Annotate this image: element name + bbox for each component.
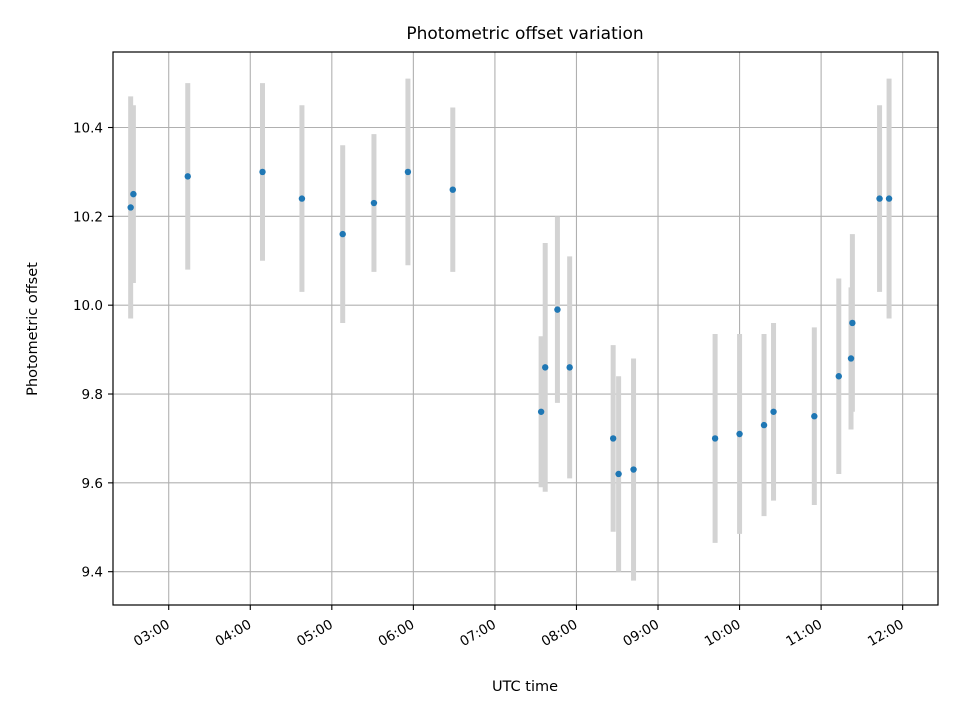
y-axis-label: Photometric offset [25,262,41,396]
data-point [566,364,573,371]
y-tick-label: 9.6 [82,476,103,492]
data-point [885,195,893,202]
data-point [370,199,378,207]
data-point [184,173,191,180]
data-point [736,430,743,438]
data-point [760,421,768,429]
data-point [811,413,818,420]
grid [113,52,938,605]
data-point [537,408,545,415]
y-tick-label: 10.4 [73,121,103,137]
data-point [849,319,856,327]
data-point [298,195,306,202]
data-point [339,230,346,238]
data-point [847,355,855,362]
data-point [259,168,266,176]
data-point [770,408,777,415]
y-tick-label: 9.4 [82,565,103,581]
y-tick-label: 10.0 [73,298,103,314]
data-point [127,204,134,211]
data-point [876,195,883,202]
data-point [404,168,412,176]
data-point [835,373,842,380]
data-point [609,435,617,442]
data-point [130,190,137,198]
chart-title: Photometric offset variation [406,24,643,44]
data-point [554,306,561,313]
data-points [127,168,893,478]
data-point [615,470,622,478]
data-point [711,435,719,442]
plot-frame [112,51,939,606]
data-point [630,466,637,473]
data-point [449,186,456,193]
x-axis-label: UTC time [492,679,558,695]
y-tick-label: 10.2 [73,209,103,225]
data-point [542,364,549,371]
y-tick-label: 9.8 [82,387,103,403]
